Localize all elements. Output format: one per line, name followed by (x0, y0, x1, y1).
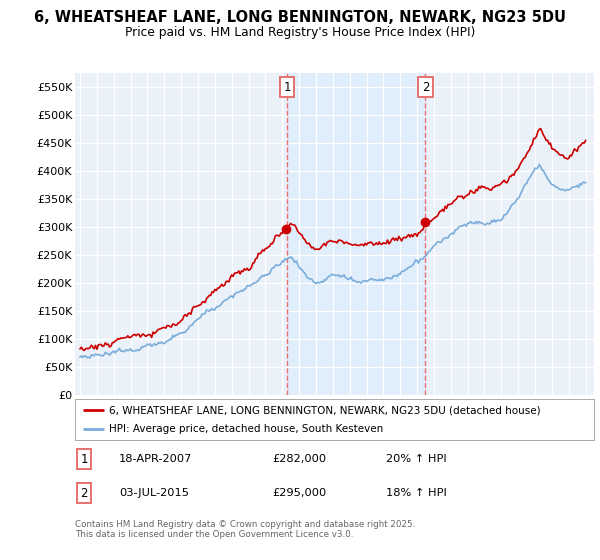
Text: 1: 1 (283, 81, 291, 94)
Text: 6, WHEATSHEAF LANE, LONG BENNINGTON, NEWARK, NG23 5DU (detached house): 6, WHEATSHEAF LANE, LONG BENNINGTON, NEW… (109, 405, 541, 415)
Text: HPI: Average price, detached house, South Kesteven: HPI: Average price, detached house, Sout… (109, 424, 383, 433)
Text: 6, WHEATSHEAF LANE, LONG BENNINGTON, NEWARK, NG23 5DU: 6, WHEATSHEAF LANE, LONG BENNINGTON, NEW… (34, 10, 566, 25)
Text: 2: 2 (422, 81, 429, 94)
Bar (287, 73, 425, 395)
Text: 18-APR-2007: 18-APR-2007 (119, 454, 193, 464)
Text: £295,000: £295,000 (272, 488, 326, 498)
Text: Price paid vs. HM Land Registry's House Price Index (HPI): Price paid vs. HM Land Registry's House … (125, 26, 475, 39)
Text: £282,000: £282,000 (272, 454, 326, 464)
Text: Contains HM Land Registry data © Crown copyright and database right 2025.
This d: Contains HM Land Registry data © Crown c… (75, 520, 415, 539)
Text: 03-JUL-2015: 03-JUL-2015 (119, 488, 189, 498)
Text: 20% ↑ HPI: 20% ↑ HPI (386, 454, 447, 464)
Text: 2: 2 (80, 487, 88, 500)
Text: 1: 1 (80, 452, 88, 465)
Text: 18% ↑ HPI: 18% ↑ HPI (386, 488, 447, 498)
